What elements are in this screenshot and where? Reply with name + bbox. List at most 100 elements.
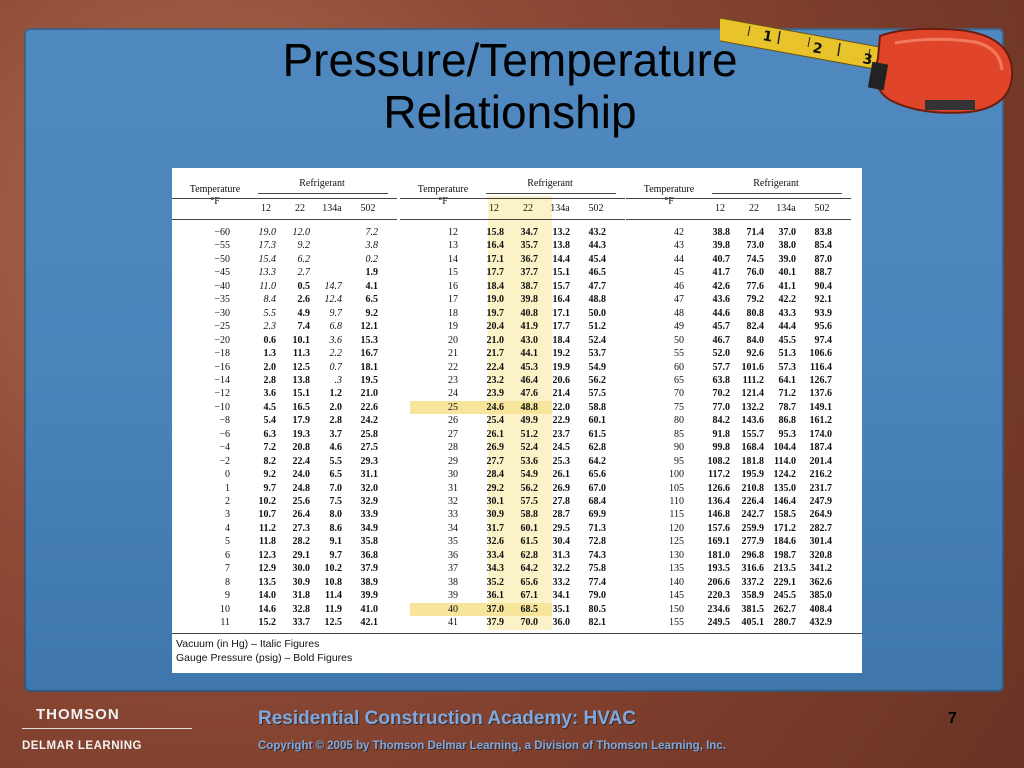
pressure-cell: 41.1 xyxy=(778,280,797,292)
pressure-cell: 23.2 xyxy=(486,374,505,386)
table-row: −2 8.2 22.4 5.5 29.3 xyxy=(172,455,397,468)
table-row: −45 13.3 2.7 1.9 xyxy=(172,266,397,279)
header-rule xyxy=(712,193,842,194)
pressure-cell: 75.8 xyxy=(588,563,607,575)
pressure-cell: 17.9 xyxy=(292,415,311,427)
pressure-cell: 15.3 xyxy=(360,334,379,346)
table-row: 36 33.4 62.8 31.3 74.3 xyxy=(400,549,625,562)
table-row: 30 28.4 54.9 26.1 65.6 xyxy=(400,468,625,481)
pressure-cell: 149.1 xyxy=(809,401,833,413)
table-row: 140 206.6 337.2 229.1 362.6 xyxy=(626,576,851,589)
temperature-cell: 43 xyxy=(674,240,684,252)
pressure-cell: 2.2 xyxy=(329,348,343,360)
pressure-cell: 37.9 xyxy=(360,563,379,575)
table-row: 19 20.4 41.9 17.7 51.2 xyxy=(400,320,625,333)
pressure-cell: 226.4 xyxy=(741,496,765,507)
column-header-134a: 134a xyxy=(776,203,796,214)
temperature-cell: 30 xyxy=(448,469,458,481)
temperature-cell: 75 xyxy=(674,401,684,413)
table-row: 44 40.7 74.5 39.0 87.0 xyxy=(626,253,851,266)
table-row: −35 8.4 2.6 12.4 6.5 xyxy=(172,293,397,306)
pressure-cell: 92.6 xyxy=(746,348,765,360)
pressure-cell: 21.4 xyxy=(552,388,571,400)
pressure-cell: 8.2 xyxy=(263,455,277,467)
table-row: 35 32.6 61.5 30.4 72.8 xyxy=(400,535,625,548)
pressure-cell: 19.5 xyxy=(360,374,379,386)
pressure-cell: 234.6 xyxy=(707,603,731,615)
pressure-cell: 51.2 xyxy=(588,321,607,333)
pressure-cell: 25.8 xyxy=(360,428,379,440)
temperature-cell: 10 xyxy=(220,603,230,615)
pressure-cell: 95.6 xyxy=(814,321,833,333)
pressure-cell: 19.3 xyxy=(292,428,311,440)
temperature-cell: −60 xyxy=(214,227,230,238)
table-row: 39 36.1 67.1 34.1 79.0 xyxy=(400,589,625,602)
pressure-cell: 77.4 xyxy=(588,576,607,588)
pressure-cell: 29.3 xyxy=(360,455,379,467)
pressure-cell: 17.7 xyxy=(552,321,571,333)
pressure-cell: 2.8 xyxy=(263,374,277,386)
pressure-cell: 46.4 xyxy=(520,374,539,386)
pressure-cell: 259.9 xyxy=(741,522,765,534)
pressure-cell: 28.4 xyxy=(486,469,505,481)
temperature-cell: 41 xyxy=(448,617,458,629)
pressure-cell: .3 xyxy=(334,374,343,386)
pressure-cell: 95.3 xyxy=(778,428,797,440)
pressure-cell: 27.5 xyxy=(360,442,379,454)
pressure-cell: 168.4 xyxy=(741,442,765,454)
table-row: 3 10.7 26.4 8.0 33.9 xyxy=(172,508,397,521)
table-row: 110 136.4 226.4 146.4 247.9 xyxy=(626,495,851,508)
pressure-cell: 37.0 xyxy=(778,227,797,238)
temperature-cell: −6 xyxy=(219,428,230,440)
pressure-cell: 14.0 xyxy=(258,590,277,602)
pressure-cell: 36.8 xyxy=(360,549,379,561)
pressure-cell: 11.9 xyxy=(325,603,342,615)
temperature-cell: −16 xyxy=(214,361,230,373)
pressure-cell: 9.7 xyxy=(329,549,343,561)
pressure-cell: 45.4 xyxy=(588,253,607,265)
tape-mark-1: 1 xyxy=(761,28,773,45)
pressure-cell: 48.8 xyxy=(588,294,607,306)
pressure-cell: 62.8 xyxy=(588,442,607,454)
table-row: −6 6.3 19.3 3.7 25.8 xyxy=(172,428,397,441)
pressure-cell: 121.4 xyxy=(741,388,765,400)
pressure-cell: 282.7 xyxy=(809,522,833,534)
highlight-row xyxy=(410,602,552,617)
pressure-cell: 24.2 xyxy=(360,415,379,427)
table-row: 43 39.8 73.0 38.0 85.4 xyxy=(626,239,851,252)
column-header-22: 22 xyxy=(295,203,305,214)
table-row: 33 30.9 58.8 28.7 69.9 xyxy=(400,508,625,521)
pressure-cell: 7.5 xyxy=(329,496,343,507)
pressure-cell: 58.8 xyxy=(520,509,539,521)
temperature-header: Temperature °F xyxy=(180,184,250,208)
pressure-cell: 13.8 xyxy=(552,240,571,252)
pressure-cell: 24.8 xyxy=(292,482,311,494)
pressure-cell: 30.4 xyxy=(552,536,571,548)
temperature-cell: 95 xyxy=(674,455,684,467)
pressure-cell: 22.6 xyxy=(360,401,379,413)
pressure-cell: 43.2 xyxy=(588,227,607,238)
temperature-cell: 130 xyxy=(669,549,684,561)
pressure-cell: 12.0 xyxy=(292,227,311,238)
pressure-cell: 74.3 xyxy=(588,549,607,561)
temperature-header: Temperature °F xyxy=(408,184,478,208)
temperature-cell: 14 xyxy=(448,253,458,265)
temperature-cell: 46 xyxy=(674,280,684,292)
pressure-cell: 57.5 xyxy=(520,496,539,507)
table-row: −25 2.3 7.4 6.8 12.1 xyxy=(172,320,397,333)
pressure-cell: 3.6 xyxy=(263,388,277,400)
pressure-cell: 71.4 xyxy=(746,227,765,238)
pressure-cell: 362.6 xyxy=(809,576,833,588)
table-row: 90 99.8 168.4 104.4 187.4 xyxy=(626,441,851,454)
pressure-cell: 4.5 xyxy=(263,401,277,413)
pressure-cell: 30.9 xyxy=(486,509,505,521)
pressure-cell: 51.3 xyxy=(778,348,797,360)
pressure-temperature-table: Temperature °F Refrigerant 12 22 134a 502 −60 19… xyxy=(172,168,862,673)
pressure-cell: 22.4 xyxy=(486,361,505,373)
pressure-cell: 12.5 xyxy=(324,617,343,629)
pressure-cell: 84.2 xyxy=(712,415,731,427)
pressure-cell: 14.4 xyxy=(552,253,571,265)
pressure-cell: 22.9 xyxy=(552,415,571,427)
table-row: 26 25.4 49.9 22.9 60.1 xyxy=(400,414,625,427)
pressure-cell: 11.3 xyxy=(293,348,310,360)
